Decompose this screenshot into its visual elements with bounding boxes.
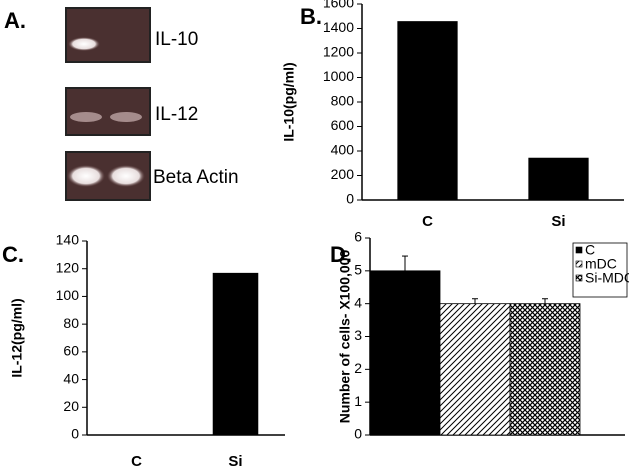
- y-tick-label: 60: [63, 343, 79, 359]
- gel-label: IL-12: [155, 104, 198, 125]
- legend-label: mDC: [585, 256, 617, 272]
- y-tick-label: 0: [346, 191, 354, 207]
- y-tick-label: 1400: [323, 19, 354, 35]
- y-tick-label: 600: [331, 117, 355, 133]
- gel-il12: [65, 87, 151, 136]
- y-tick-label: 4: [354, 294, 362, 310]
- legend-label: C: [585, 242, 595, 258]
- y-tick-label: 800: [331, 93, 355, 109]
- x-tick-label: Si: [551, 213, 565, 230]
- y-tick-label: 120: [56, 259, 80, 275]
- gel-il10: [65, 7, 151, 63]
- y-tick-label: 2: [354, 360, 362, 376]
- panel-label: C.: [2, 242, 24, 267]
- error-bar: [472, 298, 478, 304]
- y-tick-label: 1: [354, 393, 362, 409]
- legend-swatch: [575, 260, 583, 268]
- legend-swatch: [575, 246, 583, 254]
- y-tick-label: 80: [63, 315, 79, 331]
- gel-actin: [65, 151, 151, 201]
- x-tick-label: C: [422, 213, 433, 230]
- bar: [439, 303, 511, 436]
- y-tick-label: 400: [331, 142, 355, 158]
- bar: [528, 157, 589, 200]
- y-tick-label: 20: [63, 398, 79, 414]
- bar: [397, 21, 458, 201]
- gel-label: Beta Actin: [153, 167, 239, 188]
- y-tick-label: 6: [354, 229, 362, 245]
- y-tick-label: 5: [354, 262, 362, 278]
- legend-label: Si-MDC: [585, 270, 629, 286]
- y-axis-label: IL-12(pg/ml): [9, 298, 25, 377]
- x-tick-label: Si: [228, 453, 242, 466]
- y-axis-label: Number of cells- X100,000: [337, 250, 353, 424]
- error-bar: [402, 255, 408, 271]
- y-tick-label: 3: [354, 327, 362, 343]
- y-tick-label: 1000: [323, 68, 354, 84]
- bar: [212, 272, 259, 435]
- y-tick-label: 140: [56, 232, 80, 248]
- y-tick-label: 1200: [323, 44, 354, 60]
- y-tick-label: 40: [63, 370, 79, 386]
- y-axis-label: IL-10(pg/ml): [281, 62, 297, 141]
- bar: [509, 303, 581, 436]
- x-tick-label: C: [131, 453, 142, 466]
- y-tick-label: 100: [56, 287, 80, 303]
- panel-label: D.: [330, 242, 352, 267]
- y-tick-label: 1600: [323, 0, 354, 11]
- bar: [369, 270, 441, 436]
- gel-label: IL-10: [155, 29, 198, 50]
- y-tick-label: 200: [331, 166, 355, 182]
- panel-label: B.: [300, 4, 322, 29]
- error-bar: [542, 298, 548, 304]
- y-tick-label: 0: [354, 426, 362, 442]
- panel-label: A.: [4, 8, 26, 33]
- y-tick-label: 0: [71, 426, 79, 442]
- legend-swatch: [575, 274, 583, 282]
